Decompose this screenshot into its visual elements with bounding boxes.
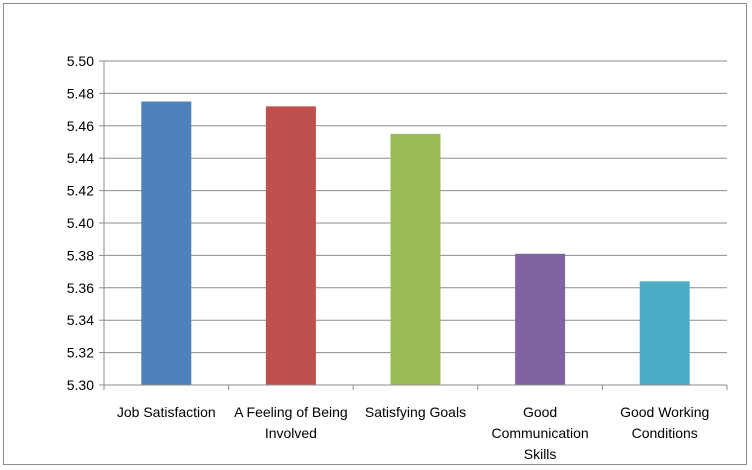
x-tick-label: Satisfying Goals <box>365 404 466 420</box>
bars <box>141 101 690 386</box>
y-tick-label: 5.46 <box>67 118 94 134</box>
x-tick-label: Good Communication Skills <box>491 404 588 462</box>
gridlines <box>104 60 727 354</box>
y-tick-label: 5.38 <box>67 247 94 263</box>
y-tick-label: 5.50 <box>67 53 94 69</box>
bar <box>141 101 192 385</box>
x-axis: Job Satisfaction A Feeling of Being Involv… <box>103 384 728 462</box>
chart-frame <box>3 3 747 465</box>
x-tick-label: Good Working Conditions <box>620 404 709 441</box>
bar <box>639 281 690 385</box>
bar <box>515 253 566 385</box>
bar <box>265 106 316 386</box>
x-tick-label: Job Satisfaction <box>117 404 216 420</box>
bar <box>390 133 441 385</box>
y-tick-label: 5.36 <box>67 280 94 296</box>
y-tick-label: 5.42 <box>67 183 94 199</box>
y-axis: 5.30 5.32 5.34 5.36 5.38 5.40 5.42 5.44 5.46 5.48… <box>67 53 105 393</box>
y-tick-label: 5.34 <box>67 312 94 328</box>
y-tick-label: 5.40 <box>67 215 94 231</box>
y-tick-label: 5.48 <box>67 85 94 101</box>
x-tick-label: A Feeling of Being Involved <box>234 404 348 441</box>
y-tick-label: 5.44 <box>67 150 94 166</box>
y-tick-label: 5.32 <box>67 345 94 361</box>
y-tick-label: 5.30 <box>67 377 94 393</box>
